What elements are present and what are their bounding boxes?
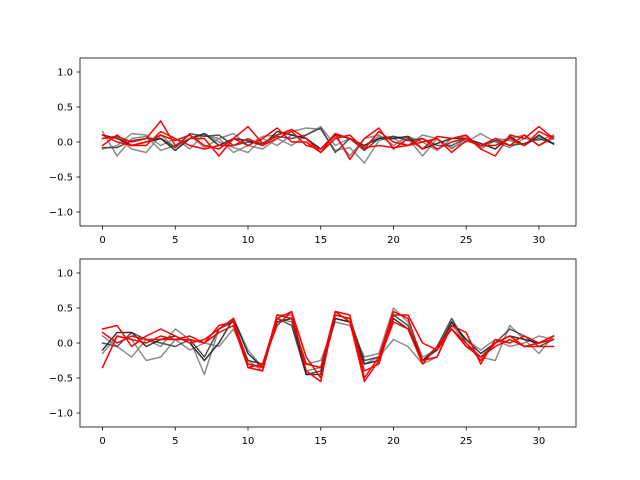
x-tick-label: 20: [387, 436, 400, 447]
x-tick-label: 25: [460, 436, 473, 447]
top-subplot: 0 5 10 15 20 25 30 −1.0 −0.5 0.0 0.5 1.0: [49, 57, 577, 246]
y-tick-label: −0.5: [49, 374, 73, 385]
y-tick-label: 1.0: [57, 269, 73, 280]
y-tick-label: 0.0: [57, 138, 73, 149]
x-tick-label: 10: [242, 436, 255, 447]
x-tick-label: 30: [533, 436, 546, 447]
series-line: [101, 310, 555, 379]
y-tick-label: −1.0: [49, 208, 73, 219]
bottom-subplot: 0 5 10 15 20 25 30 −1.0 −0.5 0.0 0.5 1.0: [49, 258, 577, 447]
y-tick-label: 0.5: [57, 103, 73, 114]
series-line: [101, 130, 555, 154]
y-tick-label: 0.0: [57, 339, 73, 350]
x-tick-label: 30: [533, 235, 546, 246]
series-line: [101, 120, 555, 161]
x-tick-label: 15: [314, 235, 327, 246]
y-tick-label: −1.0: [49, 409, 73, 420]
y-tick-label: 0.5: [57, 304, 73, 315]
x-tick-label: 25: [460, 235, 473, 246]
x-tick-label: 5: [172, 436, 178, 447]
x-tick-label: 15: [314, 436, 327, 447]
x-tick-label: 0: [99, 235, 105, 246]
y-tick-label: −0.5: [49, 173, 73, 184]
x-tick-label: 0: [99, 436, 105, 447]
y-tick-label: 1.0: [57, 68, 73, 79]
x-tick-label: 5: [172, 235, 178, 246]
x-tick-label: 20: [387, 235, 400, 246]
x-tick-label: 10: [242, 235, 255, 246]
